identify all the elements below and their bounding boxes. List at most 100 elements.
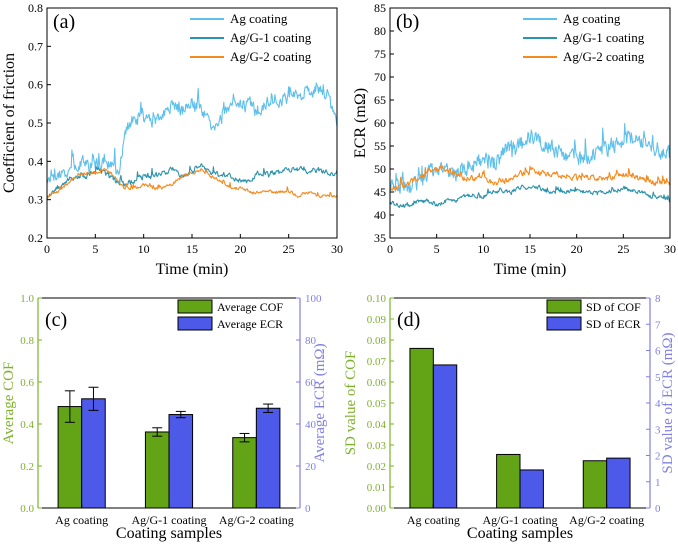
y-tick-label-right: 7 bbox=[655, 319, 661, 331]
y-tick-label: 0.5 bbox=[28, 116, 43, 130]
panel-b: 0 5 10 15 20 25 30 35 40 45 50 55 60 65 70 75 80 85 Time (… bbox=[352, 1, 676, 278]
series-line-2 bbox=[389, 184, 671, 209]
panel-label: (b) bbox=[396, 11, 419, 33]
y-tick-label-left: 0.06 bbox=[367, 377, 387, 389]
y-tick-label-right: 0 bbox=[305, 503, 311, 515]
legend-label: Ag/G-2 coating bbox=[563, 49, 645, 64]
x-tick-label: 5 bbox=[92, 242, 98, 256]
y-tick-label: 0.8 bbox=[28, 1, 43, 15]
x-tick-label: 20 bbox=[234, 242, 246, 256]
panel-label: (a) bbox=[53, 11, 75, 33]
x-axis-title: Time (min) bbox=[494, 261, 567, 278]
y-tick-label-right: 3 bbox=[655, 424, 661, 436]
y-tick-label-right: 0 bbox=[655, 503, 661, 515]
bar-sd-of-cof bbox=[496, 453, 521, 509]
y-axis-title-right: SD value of ECR (mΩ) bbox=[660, 332, 676, 473]
y-tick-label-right: 8 bbox=[655, 293, 661, 305]
y-tick-label-left: 0.08 bbox=[367, 335, 387, 347]
y-tick-label: 50 bbox=[374, 162, 386, 176]
x-axis-title: Coating samples bbox=[467, 525, 573, 542]
bar-average-ecr bbox=[81, 398, 106, 509]
y-tick-label-right: 2 bbox=[655, 451, 661, 463]
y-tick-label-left: 0.04 bbox=[367, 419, 387, 431]
legend-label: Average COF bbox=[217, 300, 283, 314]
y-tick-label: 85 bbox=[374, 1, 386, 15]
y-tick-label: 45 bbox=[374, 185, 386, 199]
y-axis-title: ECR (mΩ) bbox=[352, 88, 369, 158]
bar-sd-of-cof bbox=[409, 347, 434, 509]
legend-label: Ag/G-1 coating bbox=[563, 30, 645, 45]
category-label: Ag/G-2 coating bbox=[569, 513, 644, 527]
panel-d: Ag coating Ag/G-1 coating Ag/G-2 coating 0.… bbox=[343, 293, 676, 542]
y-tick-label-right: 6 bbox=[655, 346, 661, 358]
bar-average-cof bbox=[232, 437, 257, 509]
category-label: Ag/G-2 coating bbox=[219, 513, 294, 527]
y-tick-label-left: 0.01 bbox=[367, 482, 386, 494]
y-tick-label-left: 0.6 bbox=[20, 377, 34, 389]
x-tick-label: 0 bbox=[44, 242, 50, 256]
category-label: Ag/G-1 coating bbox=[132, 513, 207, 527]
y-tick-label-right: 100 bbox=[305, 293, 322, 305]
x-tick-label: 10 bbox=[477, 242, 489, 256]
panel-label: (d) bbox=[397, 309, 420, 331]
panel-label: (c) bbox=[45, 309, 67, 331]
legend-label: SD of ECR bbox=[586, 317, 641, 331]
category-label: Ag/G-1 coating bbox=[483, 513, 558, 527]
y-tick-label-left: 0.8 bbox=[20, 335, 34, 347]
y-tick-label-right: 4 bbox=[655, 398, 661, 410]
bar-average-ecr bbox=[168, 414, 194, 509]
series-line-3 bbox=[46, 168, 338, 199]
legend-swatch bbox=[546, 299, 582, 314]
legend-label: Ag/G-1 coating bbox=[230, 30, 312, 45]
y-tick-label: 60 bbox=[374, 116, 386, 130]
y-tick-label: 70 bbox=[374, 70, 386, 84]
y-tick-label: 65 bbox=[374, 93, 386, 107]
y-tick-label-right: 60 bbox=[305, 377, 317, 389]
bar-average-cof bbox=[144, 431, 170, 509]
legend-swatch bbox=[177, 316, 213, 331]
x-tick-label: 30 bbox=[331, 242, 343, 256]
y-tick-label: 0.4 bbox=[28, 154, 43, 168]
bar-sd-of-ecr bbox=[519, 469, 544, 509]
x-tick-label: 25 bbox=[283, 242, 295, 256]
y-tick-label-left: 0.00 bbox=[367, 503, 387, 515]
category-label: Ag coating bbox=[55, 513, 108, 527]
panel-a: 0 5 10 15 20 25 30 0.2 0.3 0.4 0.5 0.6 0.7 0.8 Time (m… bbox=[1, 1, 343, 278]
y-tick-label: 0.6 bbox=[28, 78, 43, 92]
x-tick-label: 5 bbox=[434, 242, 440, 256]
y-tick-label-left: 0.02 bbox=[367, 461, 386, 473]
bar-sd-of-cof bbox=[582, 460, 608, 509]
y-tick-label: 75 bbox=[374, 47, 386, 61]
y-tick-label-left: 0.2 bbox=[20, 461, 34, 473]
x-axis-title: Coating samples bbox=[116, 525, 222, 542]
y-tick-label-left: 0.10 bbox=[367, 293, 387, 305]
series-line-3 bbox=[389, 165, 671, 191]
y-tick-label: 55 bbox=[374, 139, 386, 153]
y-tick-label-left: 1.0 bbox=[20, 293, 34, 305]
y-tick-label-right: 20 bbox=[305, 461, 317, 473]
legend-label: Average ECR bbox=[217, 317, 283, 331]
legend-label: Ag/G-2 coating bbox=[230, 49, 312, 64]
legend-label: Ag coating bbox=[230, 11, 288, 26]
y-tick-label-left: 0.03 bbox=[367, 440, 387, 452]
y-axis-title: Coefficient of friction bbox=[1, 53, 18, 193]
x-tick-label: 25 bbox=[617, 242, 629, 256]
y-tick-label-right: 1 bbox=[655, 477, 661, 489]
y-axis-title-left: Average COF bbox=[1, 362, 17, 445]
bar-average-ecr bbox=[255, 407, 281, 509]
x-axis-title: Time (min) bbox=[156, 261, 229, 278]
y-tick-label: 80 bbox=[374, 24, 386, 38]
x-tick-label: 15 bbox=[186, 242, 198, 256]
legend-swatch bbox=[546, 316, 582, 331]
y-axis-title-left: SD value of COF bbox=[343, 351, 359, 456]
x-tick-label: 30 bbox=[664, 242, 676, 256]
y-tick-label: 0.7 bbox=[28, 39, 43, 53]
y-axis-title-right: Average ECR (mΩ) bbox=[312, 343, 328, 462]
bar-sd-of-ecr bbox=[606, 457, 631, 509]
y-tick-label-left: 0.4 bbox=[20, 419, 34, 431]
x-tick-label: 10 bbox=[138, 242, 150, 256]
legend-label: SD of COF bbox=[586, 300, 641, 314]
series-line-1 bbox=[389, 123, 671, 194]
y-tick-label-left: 0.07 bbox=[367, 356, 387, 368]
